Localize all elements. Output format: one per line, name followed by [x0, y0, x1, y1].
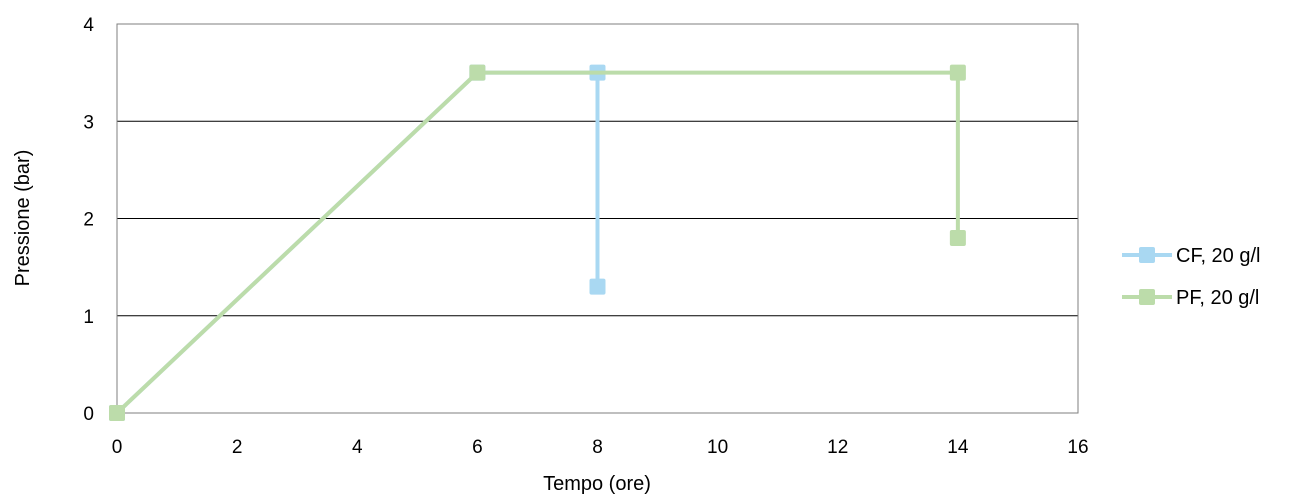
- x-tick-label: 2: [232, 437, 243, 458]
- x-tick-label: 16: [1067, 437, 1088, 458]
- data-point: [109, 405, 125, 421]
- x-tick-label: 8: [592, 437, 603, 458]
- y-axis-ticks: 0 1 2 3 4: [83, 15, 94, 425]
- series-line: [115, 70, 600, 415]
- legend-item: CF, 20 g/l: [1122, 245, 1260, 267]
- series-1: [109, 64, 606, 421]
- x-tick-label: 0: [112, 437, 123, 458]
- data-point: [469, 64, 486, 81]
- plot-area-border: [116, 23, 1079, 414]
- x-tick-label: 12: [827, 437, 848, 458]
- y-tick-label: 1: [83, 307, 94, 328]
- series-2: [109, 64, 966, 421]
- x-axis-title: Tempo (ore): [543, 473, 651, 495]
- x-tick-label: 14: [947, 437, 969, 458]
- x-axis-ticks: 0 2 4 6 8 10 12 14 16: [112, 437, 1089, 458]
- legend-label: PF, 20 g/l: [1176, 287, 1259, 309]
- y-tick-label: 0: [83, 404, 94, 425]
- series-layer: [109, 64, 966, 421]
- legend-label: CF, 20 g/l: [1176, 245, 1260, 267]
- x-tick-label: 10: [707, 437, 728, 458]
- x-tick-label: 6: [472, 437, 483, 458]
- data-point: [949, 64, 966, 81]
- y-axis-title: Pressione (bar): [12, 150, 34, 287]
- x-tick-label: 4: [352, 437, 363, 458]
- legend-item: PF, 20 g/l: [1122, 287, 1259, 309]
- y-tick-label: 3: [83, 112, 94, 133]
- series-line: [115, 70, 960, 415]
- legend-marker: [1139, 289, 1155, 305]
- legend: CF, 20 g/l PF, 20 g/l: [1122, 245, 1260, 309]
- y-tick-label: 2: [83, 210, 94, 231]
- y-tick-label: 4: [83, 15, 94, 36]
- legend-marker: [1139, 247, 1155, 263]
- data-point: [589, 278, 606, 295]
- data-point: [949, 229, 966, 246]
